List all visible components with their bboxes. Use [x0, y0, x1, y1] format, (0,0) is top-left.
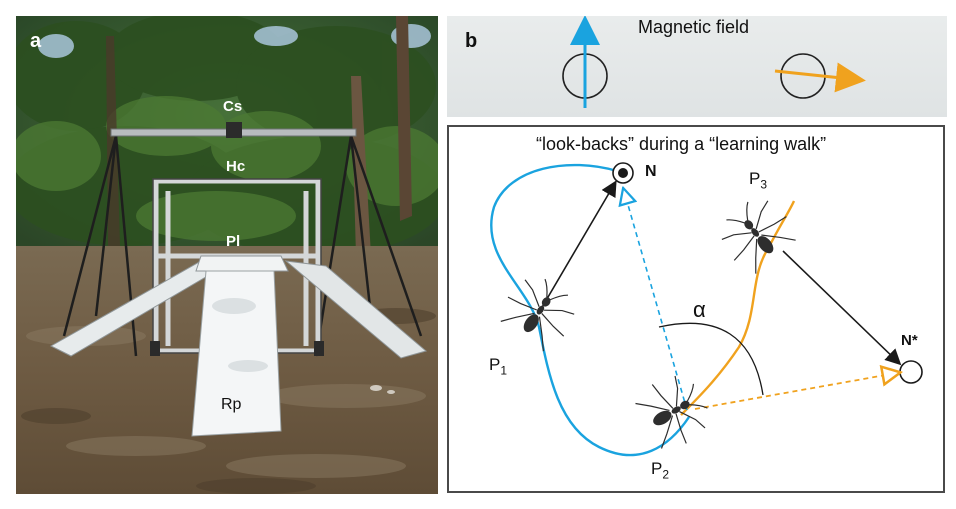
- angle-alpha-label: α: [693, 297, 706, 322]
- field-east-icon: [774, 53, 866, 99]
- p2-to-nest-dashed-arrow: [624, 191, 688, 411]
- panel-b-diagram: “look-backs” during a “learning walk”: [447, 125, 945, 493]
- p2-base: P: [651, 459, 663, 478]
- p2-to-fictive-nest-dashed-arrow: [694, 373, 897, 410]
- ant-p2-icon: [630, 365, 719, 457]
- position-p3-label: P3: [749, 169, 767, 191]
- panel-a-photo: a Cs Hc Pl Rp: [6, 11, 446, 494]
- magnetic-field-icons: [562, 16, 866, 108]
- p1-base: P: [489, 355, 501, 374]
- label-cs: Cs: [223, 98, 243, 115]
- fictive-nest-icon: [899, 360, 923, 384]
- p2-sub: 2: [662, 467, 670, 482]
- panel-b-magnetic-strip: b Magnetic field: [447, 16, 947, 117]
- position-p1-label: P1: [489, 355, 507, 377]
- p1-to-nest-arrow: [540, 180, 617, 310]
- label-rp: Rp: [221, 396, 242, 413]
- ant-p1-icon: [493, 267, 585, 357]
- p3-to-fictive-nest-arrow: [782, 250, 902, 366]
- field-setup-photo: [6, 11, 446, 494]
- fictive-nest-label: N*: [901, 332, 918, 349]
- angle-alpha-arc: [658, 322, 764, 396]
- magnetic-field-title: Magnetic field: [638, 17, 750, 37]
- panel-b-letter: b: [465, 30, 478, 52]
- position-p2-label: P2: [651, 459, 669, 481]
- p3-sub: 3: [760, 177, 768, 192]
- panel-a-letter: a: [30, 30, 42, 52]
- p1-sub: 1: [500, 363, 508, 378]
- nest-label: N: [645, 163, 657, 180]
- label-hc: Hc: [226, 158, 246, 175]
- learning-walk-path-orange: [680, 200, 796, 416]
- learning-walk-title: “look-backs” during a “learning walk”: [536, 134, 827, 154]
- ant-p3-icon: [710, 188, 803, 280]
- label-pl: Pl: [226, 233, 241, 250]
- p3-base: P: [749, 169, 761, 188]
- learning-walk-diagram: [490, 162, 923, 457]
- learning-walk-path-blue: [490, 163, 690, 457]
- field-north-icon: [562, 16, 608, 108]
- nest-icon: [612, 162, 634, 184]
